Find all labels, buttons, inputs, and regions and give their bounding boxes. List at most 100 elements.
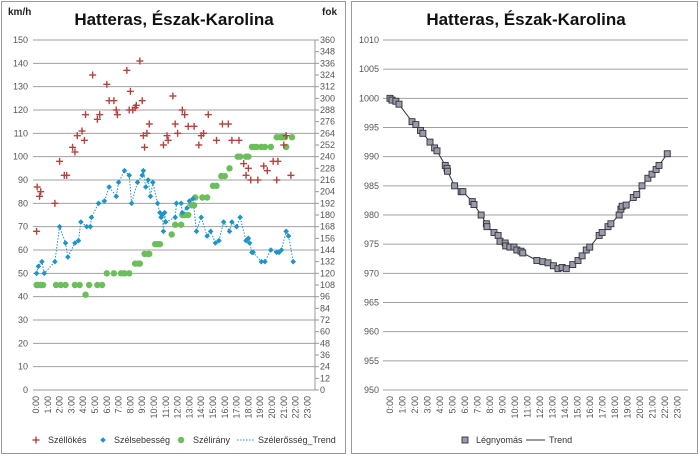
wind-speed-point bbox=[154, 200, 161, 207]
x-tick-label: 7:00 bbox=[473, 396, 483, 414]
wind-speed-point bbox=[243, 237, 249, 244]
y-tick-label: 975 bbox=[364, 239, 379, 249]
y2-tick-label: 12 bbox=[320, 373, 330, 383]
wind-speed-point bbox=[121, 167, 128, 174]
y2-tick-label: 120 bbox=[320, 268, 335, 278]
y2-tick-label: 24 bbox=[320, 362, 330, 372]
wind-speed-point bbox=[179, 209, 186, 216]
y2-tick-label: 288 bbox=[320, 105, 335, 115]
wind-direction-point bbox=[85, 281, 93, 289]
x-tick-label: 2:00 bbox=[55, 396, 65, 414]
x-tick-label: 4:00 bbox=[78, 396, 88, 414]
x-tick-label: 8:00 bbox=[485, 396, 495, 414]
y-tick-label: 960 bbox=[364, 327, 379, 337]
legend-gust-marker bbox=[32, 436, 40, 444]
pressure-point bbox=[644, 174, 652, 182]
x-tick-label: 15:00 bbox=[208, 396, 218, 419]
wind-gust-point bbox=[163, 132, 171, 140]
y2-tick-label: 240 bbox=[320, 152, 335, 162]
pressure-point bbox=[633, 191, 641, 199]
y-tick-label: 30 bbox=[18, 315, 28, 325]
y-tick-label: 10 bbox=[18, 362, 28, 372]
wind-speed-point bbox=[33, 270, 40, 277]
wind-direction-point bbox=[146, 250, 153, 258]
wind-gust-point bbox=[141, 143, 149, 151]
wind-direction-point bbox=[213, 182, 220, 190]
y2-tick-label: 132 bbox=[320, 257, 335, 267]
wind-speed-point bbox=[285, 233, 292, 239]
pressure-point bbox=[477, 211, 485, 219]
wind-speed-point bbox=[145, 177, 151, 183]
wind-speed-point bbox=[113, 193, 120, 200]
x-tick-label: 13:00 bbox=[184, 396, 194, 419]
legend-direction-label: Szélirány bbox=[193, 435, 231, 445]
wind-gust-point bbox=[171, 120, 179, 128]
wind-direction-point bbox=[226, 165, 233, 172]
wind-gust-point bbox=[274, 157, 282, 165]
pressure-point bbox=[648, 170, 656, 178]
pressure-point bbox=[470, 201, 478, 208]
wind-speed-point bbox=[163, 219, 169, 225]
wind-speed-point bbox=[134, 179, 141, 186]
pressure-point bbox=[655, 161, 663, 169]
x-tick-label: 5:00 bbox=[448, 396, 458, 414]
y-tick-label: 990 bbox=[364, 152, 379, 162]
wind-speed-point bbox=[198, 214, 204, 221]
wind-direction-point bbox=[172, 221, 179, 228]
pressure-point bbox=[395, 100, 403, 108]
wind-speed-point bbox=[78, 219, 84, 225]
wind-gust-point bbox=[174, 129, 182, 137]
y2-tick-label: 300 bbox=[320, 93, 335, 103]
y-tick-label: 80 bbox=[18, 198, 28, 208]
wind-speed-point bbox=[258, 258, 265, 265]
wind-gust-point bbox=[73, 132, 81, 140]
wind-gust-point bbox=[181, 111, 189, 119]
x-tick-label: 2:00 bbox=[410, 396, 420, 414]
y2-tick-label: 348 bbox=[320, 47, 335, 57]
wind-speed-point bbox=[193, 228, 200, 235]
wind-direction-point bbox=[82, 291, 89, 298]
x-tick-label: 22:00 bbox=[291, 396, 301, 419]
wind-speed-point bbox=[142, 184, 149, 190]
y2-tick-label: 216 bbox=[320, 175, 335, 185]
y2-tick-label: 36 bbox=[320, 350, 330, 360]
wind-gust-point bbox=[242, 171, 250, 179]
wind-gust-point bbox=[139, 132, 147, 140]
wind-gust-point bbox=[263, 167, 271, 175]
wind-speed-point bbox=[290, 258, 297, 265]
right-chart-border bbox=[351, 1, 698, 454]
wind-speed-point bbox=[128, 200, 135, 207]
y-tick-label: 120 bbox=[13, 105, 28, 115]
wind-gust-point bbox=[235, 136, 243, 144]
wind-gust-point bbox=[103, 80, 111, 88]
x-tick-label: 14:00 bbox=[560, 396, 570, 419]
x-tick-label: 21:00 bbox=[648, 396, 658, 419]
x-tick-label: 7:00 bbox=[114, 396, 124, 414]
wind-gust-point bbox=[254, 176, 262, 184]
wind-speed-point bbox=[245, 235, 252, 242]
y-tick-label: 20 bbox=[18, 338, 28, 348]
wind-gust-point bbox=[224, 120, 232, 128]
wind-gust-point bbox=[260, 162, 268, 170]
wind-speed-series bbox=[33, 167, 297, 277]
x-tick-label: 16:00 bbox=[585, 396, 595, 419]
wind-speed-point bbox=[88, 214, 95, 221]
wind-gust-point bbox=[123, 66, 131, 74]
y-tick-label: 950 bbox=[364, 385, 379, 395]
wind-gust-point bbox=[204, 111, 212, 119]
pressure-point bbox=[459, 188, 467, 196]
wind-speed-point bbox=[95, 200, 102, 207]
wind-direction-point bbox=[221, 172, 228, 180]
y-tick-label: 70 bbox=[18, 222, 28, 232]
pressure-point bbox=[419, 129, 427, 137]
wind-gust-point bbox=[282, 132, 290, 140]
x-tick-label: 23:00 bbox=[673, 396, 683, 419]
wind-gust-point bbox=[93, 115, 101, 123]
y2-tick-label: 312 bbox=[320, 82, 335, 92]
wind-gust-point bbox=[110, 97, 118, 105]
wind-speed-point bbox=[52, 258, 58, 265]
wind-gust-point bbox=[228, 136, 236, 144]
x-tick-label: 8:00 bbox=[125, 396, 135, 414]
x-tick-label: 4:00 bbox=[435, 396, 445, 414]
